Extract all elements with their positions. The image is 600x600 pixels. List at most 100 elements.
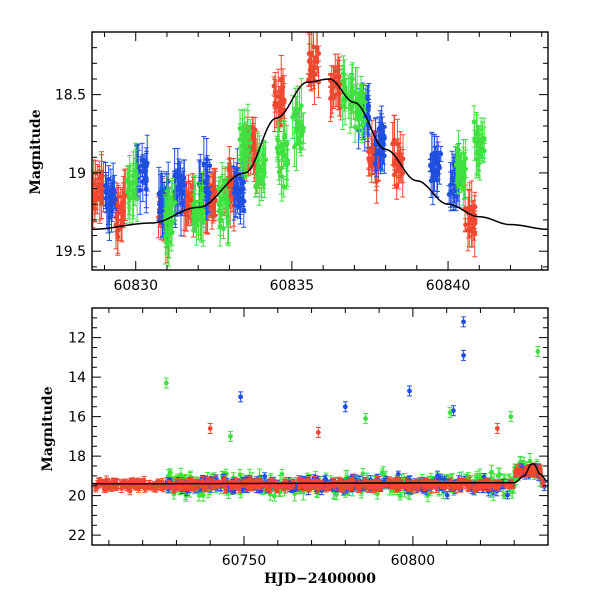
blue-point xyxy=(204,161,210,215)
blue-point xyxy=(505,490,511,500)
green-point xyxy=(280,119,286,169)
x-tick-label: 60830 xyxy=(113,278,158,294)
green-point xyxy=(199,192,205,243)
red-point xyxy=(226,162,232,179)
red-point xyxy=(400,483,406,489)
red-point xyxy=(118,187,124,229)
blue-point xyxy=(446,185,452,204)
blue-point xyxy=(231,165,237,221)
red-point xyxy=(272,96,278,110)
y-tick-label: 18 xyxy=(68,449,86,465)
green-point xyxy=(458,154,464,188)
green-point xyxy=(301,112,307,144)
blue-point xyxy=(207,158,213,173)
green-point xyxy=(216,180,222,230)
red-point xyxy=(372,486,378,493)
red-point xyxy=(275,91,281,123)
green-point xyxy=(245,110,251,164)
red-point xyxy=(228,485,234,491)
blue-outlier-point xyxy=(407,385,413,397)
green-point xyxy=(164,190,170,222)
red-point xyxy=(377,481,383,491)
model-curve xyxy=(92,78,548,231)
y-tick-label: 22 xyxy=(68,528,86,544)
red-point xyxy=(392,114,398,171)
y-tick-label: 14 xyxy=(68,370,86,386)
blue-point xyxy=(437,150,443,185)
green-point xyxy=(353,66,359,120)
blue-point xyxy=(181,159,187,196)
green-point xyxy=(162,207,168,265)
red-outlier-point xyxy=(315,426,321,438)
plot-area xyxy=(92,32,548,267)
y-tick-label: 19.5 xyxy=(55,244,86,260)
red-point xyxy=(184,204,190,226)
blue-outlier-point xyxy=(461,349,467,361)
red-point xyxy=(267,486,273,494)
green-outlier-point xyxy=(163,377,169,389)
red-point xyxy=(316,45,322,62)
y-tick-label: 18.5 xyxy=(55,88,86,104)
blue-point xyxy=(234,148,240,191)
green-point xyxy=(237,109,243,148)
green-outlier-point xyxy=(447,407,453,419)
top-y-axis-label: Magnitude xyxy=(28,109,44,194)
red-point xyxy=(120,480,126,489)
green-point xyxy=(253,174,259,197)
bottom-y-axis-label: Magnitude xyxy=(40,386,56,471)
green-point xyxy=(167,468,173,477)
x-tick-label: 60840 xyxy=(426,278,471,294)
red-point xyxy=(274,488,280,494)
red-point xyxy=(278,54,284,105)
blue-point xyxy=(142,168,148,191)
green-point xyxy=(461,146,467,178)
red-outlier-point xyxy=(494,422,500,434)
green-point xyxy=(127,154,133,210)
green-point xyxy=(295,116,301,132)
green-point xyxy=(284,148,290,181)
green-point xyxy=(457,149,463,177)
red-point xyxy=(517,464,523,476)
y-tick-label: 20 xyxy=(68,489,86,505)
blue-outlier-point xyxy=(461,316,467,328)
blue-point xyxy=(137,156,143,187)
blue-point xyxy=(438,473,444,483)
red-point xyxy=(97,170,103,224)
green-point xyxy=(220,218,226,240)
green-point xyxy=(340,81,346,121)
green-point xyxy=(191,212,197,229)
bottom-x-axis-label: HJD−2400000 xyxy=(264,571,376,587)
red-point xyxy=(472,214,478,230)
blue-point xyxy=(111,174,117,210)
red-point xyxy=(203,482,209,492)
blue-point xyxy=(156,166,162,222)
blue-outlier-point xyxy=(238,391,244,403)
green-outlier-point xyxy=(363,413,369,425)
red-point xyxy=(186,478,192,484)
green-outlier-point xyxy=(227,430,233,442)
x-tick-label: 60800 xyxy=(391,553,436,569)
top-panel: 60830 60835 60840 18.5 19 19.5 xyxy=(55,31,549,294)
red-point xyxy=(323,484,329,493)
plot-frame xyxy=(91,31,549,271)
blue-point xyxy=(175,168,181,187)
green-point xyxy=(247,119,253,167)
green-point xyxy=(274,138,280,158)
red-point xyxy=(271,76,277,96)
green-point xyxy=(260,139,266,189)
green-point xyxy=(239,109,245,160)
plot-frame xyxy=(91,307,549,546)
blue-point xyxy=(366,98,372,135)
red-point xyxy=(408,481,414,492)
red-point xyxy=(223,485,229,494)
red-point xyxy=(121,203,127,220)
green-point xyxy=(169,219,175,246)
green-point xyxy=(223,178,229,228)
green-outlier-point xyxy=(535,345,541,357)
x-tick-label: 60750 xyxy=(222,553,267,569)
blue-point xyxy=(434,152,440,198)
green-point xyxy=(475,130,481,158)
bottom-panel: 60750 60800 12 14 16 18 20 22 xyxy=(68,307,549,569)
red-point xyxy=(281,486,287,492)
